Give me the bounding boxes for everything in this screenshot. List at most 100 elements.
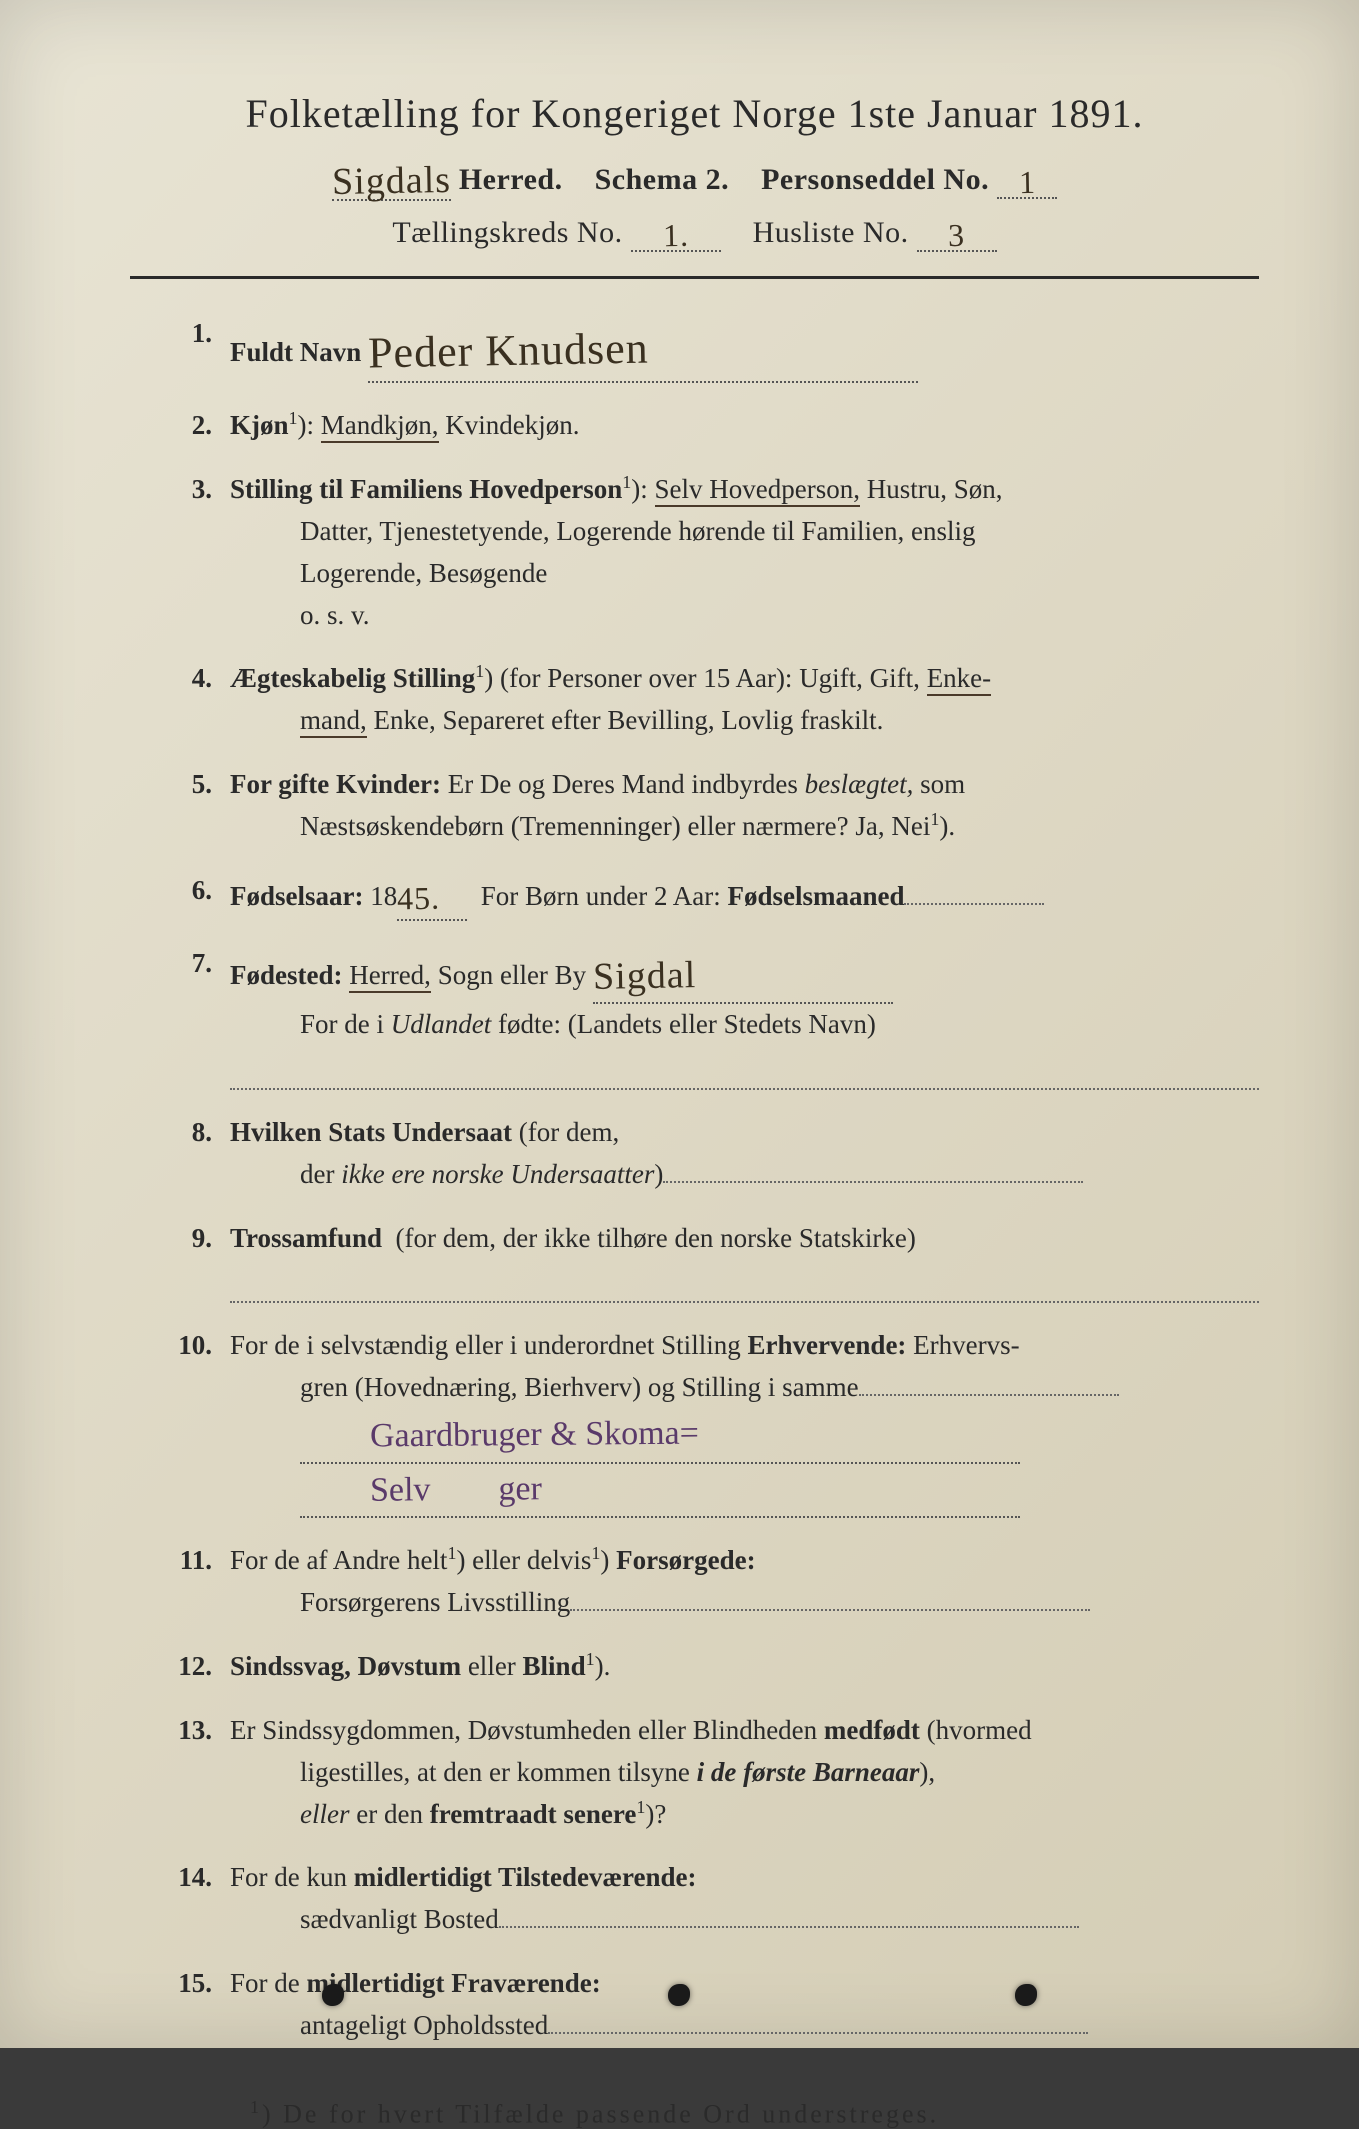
entry-num: 14.	[170, 1857, 230, 1899]
e2-sup: 1	[289, 408, 298, 428]
entry-1: 1. Fuldt Navn Peder Knudsen	[170, 313, 1259, 383]
e11-blank	[570, 1584, 1090, 1611]
entry-num: 7.	[170, 943, 230, 985]
e10-value-hw1: Gaardbruger & Skoma=	[370, 1407, 699, 1463]
schema-label: Schema 2.	[595, 163, 730, 196]
e12-sup: 1	[586, 1649, 595, 1669]
e14-blank	[499, 1901, 1079, 1928]
entry-9: 9. Trossamfund (for dem, der ikke tilhør…	[170, 1218, 1259, 1304]
entry-body: Fødested: Herred, Sogn eller By Sigdal F…	[230, 943, 1259, 1090]
punch-holes	[0, 1984, 1359, 2006]
e1-label: Fuldt Navn	[230, 337, 361, 367]
herred-label: Herred.	[459, 163, 563, 196]
entry-num: 10.	[170, 1325, 230, 1367]
e12-end: ).	[595, 1651, 611, 1681]
e15-line2: antageligt Opholdssted	[230, 2010, 548, 2040]
e6-year-prefix: 18	[370, 881, 397, 911]
e14-text1: For de kun	[230, 1862, 347, 1892]
e5-text2: som	[920, 769, 965, 799]
e10-text2: Erhvervs-	[913, 1330, 1019, 1360]
e5-end: ).	[939, 811, 955, 841]
e5-text1: Er De og Deres Mand indbyrdes	[448, 769, 798, 799]
entry-num: 3.	[170, 469, 230, 511]
e11-line2: Forsørgerens Livsstilling	[230, 1587, 570, 1617]
entry-12: 12. Sindssvag, Døvstum eller Blind1).	[170, 1646, 1259, 1688]
e8-line2: der	[230, 1159, 334, 1189]
e7-label: Fødested:	[230, 960, 342, 990]
entry-10: 10. For de i selvstændig eller i underor…	[170, 1325, 1259, 1518]
e4-mand: mand,	[300, 705, 367, 738]
entry-num: 4.	[170, 658, 230, 700]
e3-rest3: Logerende, Besøgende	[230, 558, 547, 588]
footnote-text: ) De for hvert Tilfælde passende Ord und…	[262, 2099, 939, 2128]
e10-text3: gren (Hovednæring, Bierhverv) og Stillin…	[230, 1372, 859, 1402]
e7-line2a: For de i	[230, 1009, 384, 1039]
e15-blank	[548, 2007, 1088, 2034]
entry-num: 2.	[170, 405, 230, 447]
e4-sup: 1	[475, 661, 484, 681]
header-line-2: Sigdals Herred. Schema 2. Personseddel N…	[130, 155, 1259, 201]
entry-num: 13.	[170, 1710, 230, 1752]
entry-6: 6. Fødselsaar: 1845. For Børn under 2 Aa…	[170, 870, 1259, 922]
e12-text: eller	[468, 1651, 516, 1681]
entry-num: 6.	[170, 870, 230, 912]
e11-text3: )	[600, 1545, 609, 1575]
e4-opts2: Enke, Separeret efter Bevilling, Lovlig …	[374, 705, 884, 735]
entry-14: 14. For de kun midlertidigt Tilstedevære…	[170, 1857, 1259, 1941]
entry-7: 7. Fødested: Herred, Sogn eller By Sigda…	[170, 943, 1259, 1090]
e9-label: Trossamfund	[230, 1223, 382, 1253]
e12-label2: Blind	[523, 1651, 586, 1681]
e6-label2: Fødselsmaaned	[727, 881, 904, 911]
e8-label: Hvilken Stats Undersaat	[230, 1117, 512, 1147]
e5-besl: beslægtet,	[805, 769, 914, 799]
e3-rest1: Hustru, Søn,	[867, 474, 1003, 504]
e12-label: Sindssvag, Døvstum	[230, 1651, 461, 1681]
e10-blank2: Selv ger	[300, 1464, 1020, 1519]
entry-body: Er Sindssygdommen, Døvstumheden eller Bl…	[230, 1710, 1259, 1836]
entry-body: Fuldt Navn Peder Knudsen	[230, 313, 1259, 383]
entry-num: 9.	[170, 1218, 230, 1260]
e5-sup: 1	[930, 809, 939, 829]
e6-year-hw: 45.	[397, 873, 441, 923]
e6-text2: For Børn under 2 Aar:	[481, 881, 721, 911]
e4-paren: (for Personer over 15 Aar):	[500, 663, 792, 693]
husliste-label: Husliste No.	[753, 216, 909, 249]
entry-2: 2. Kjøn1): Mandkjøn, Kvindekjøn.	[170, 405, 1259, 447]
entry-body: Hvilken Stats Undersaat (for dem, der ik…	[230, 1112, 1259, 1196]
e7-blank: Sigdal	[593, 943, 893, 1004]
e14-label: midlertidigt Tilstedeværende:	[354, 1862, 697, 1892]
entry-body: For de kun midlertidigt Tilstedeværende:…	[230, 1857, 1259, 1941]
e6-year-blank: 45.	[397, 870, 467, 922]
e13-text3end: ),	[919, 1757, 935, 1787]
entries-list: 1. Fuldt Navn Peder Knudsen 2. Kjøn1): M…	[130, 313, 1259, 2047]
e1-value-hw: Peder Knudsen	[368, 315, 650, 388]
e13-text4i: eller	[230, 1799, 349, 1829]
e8-line2i: ikke ere norske Undersaatter	[341, 1159, 654, 1189]
footnote: 1) De for hvert Tilfælde passende Ord un…	[130, 2097, 1259, 2129]
e5-text3: Næstsøskendebørn (Tremenninger) eller næ…	[230, 811, 930, 841]
e13-text3: ligestilles, at den er kommen tilsyne	[230, 1757, 690, 1787]
footnote-sup: 1	[250, 2097, 262, 2117]
herred-handwritten: Sigdals	[332, 158, 452, 204]
e7-value-hw: Sigdal	[593, 946, 697, 1007]
e10-label: Erhvervende:	[747, 1330, 906, 1360]
e8-blank	[663, 1156, 1083, 1183]
entry-4: 4. Ægteskabelig Stilling1) (for Personer…	[170, 658, 1259, 742]
e2-opt1: Mandkjøn,	[321, 410, 439, 443]
e10-blank0	[859, 1369, 1119, 1396]
e14-line2: sædvanligt Bosted	[230, 1904, 499, 1934]
e13-label2: fremtraadt senere	[430, 1799, 637, 1829]
entry-13: 13. Er Sindssygdommen, Døvstumheden elle…	[170, 1710, 1259, 1836]
entry-11: 11. For de af Andre helt1) eller delvis1…	[170, 1540, 1259, 1624]
personseddel-no-hw: 1	[1018, 164, 1036, 201]
e3-rest4: o. s. v.	[230, 600, 370, 630]
divider-top	[130, 276, 1259, 279]
e7-opts: Sogn eller By	[438, 960, 587, 990]
entry-num: 5.	[170, 764, 230, 806]
e13-text5: )?	[645, 1799, 666, 1829]
e10-value-hw2: Selv ger	[370, 1463, 542, 1517]
e13-text4: er den	[356, 1799, 423, 1829]
kreds-blank: 1.	[631, 213, 721, 252]
entry-num: 11.	[170, 1540, 230, 1582]
herred-blank: Sigdals	[332, 155, 451, 201]
